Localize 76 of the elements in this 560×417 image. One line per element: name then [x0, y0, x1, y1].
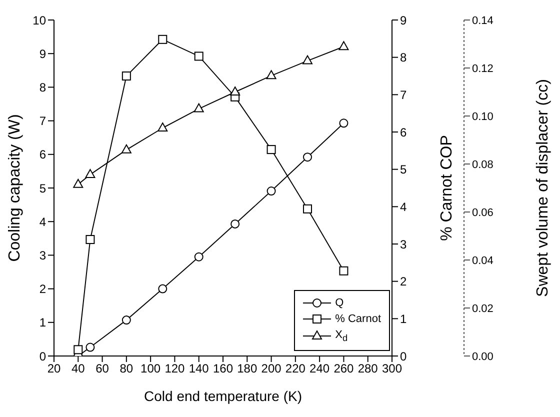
y-axis-title: Cooling capacity (W) [6, 114, 24, 262]
point [158, 284, 168, 294]
y3-tick-label: 0.02 [472, 302, 494, 315]
point [158, 34, 168, 44]
y3-tick-label: 0.06 [472, 206, 494, 219]
x-tick-label: 200 [261, 362, 282, 376]
y2-tick-label: 3 [400, 237, 407, 252]
x-tick-label: 20 [47, 362, 61, 376]
y2-tick-label: 4 [400, 200, 407, 214]
x-tick-label: 80 [120, 362, 134, 376]
y2-tick-label: 8 [400, 50, 407, 65]
point [303, 152, 312, 162]
x-tick-label: 300 [382, 362, 402, 376]
y3-axis-title: Swept volume of displacer (cc) [534, 79, 552, 297]
point [194, 252, 204, 262]
x-axis-title: Cold end temperature (K) [144, 388, 302, 404]
x-tick-label: 220 [285, 362, 306, 376]
y3-tick-label: 0.12 [472, 62, 494, 75]
legend-label: Q [335, 296, 344, 311]
y3-tick-label: 0.08 [472, 158, 494, 171]
y3-tick-label: 0.14 [472, 14, 494, 27]
point [266, 70, 276, 80]
x-tick-label: 120 [164, 362, 186, 376]
y-tick-label: 5 [39, 181, 46, 196]
point [339, 266, 348, 276]
point [194, 103, 204, 112]
x-tick-label: 100 [140, 362, 161, 376]
point [73, 178, 84, 188]
y-tick-label: 9 [39, 46, 46, 61]
point [266, 186, 276, 196]
x-tick-label: 280 [358, 362, 378, 376]
y2-tick-label: 5 [400, 162, 407, 177]
point [86, 235, 95, 244]
point [122, 316, 131, 325]
x-tick-label: 40 [71, 362, 86, 376]
y-tick-label: 1 [39, 316, 46, 330]
x-tick-label: 180 [237, 362, 258, 376]
y-tick-label: 8 [39, 80, 46, 94]
legend-label: % Carnot [335, 312, 381, 327]
point [74, 345, 83, 354]
point [85, 169, 96, 178]
y2-tick-label: 1 [400, 312, 407, 326]
point [230, 86, 240, 96]
y2-tick-label: 0 [400, 349, 407, 364]
y2-tick-label: 7 [400, 88, 407, 102]
y2-axis-title: % Carnot COP [438, 135, 456, 241]
y-tick-label: 7 [39, 114, 46, 128]
point [266, 145, 276, 154]
point [230, 219, 240, 228]
y-tick-label: 0 [39, 349, 46, 364]
point [194, 52, 204, 61]
point [122, 72, 131, 80]
point [121, 144, 132, 154]
y3-tick-label: 0.10 [472, 110, 494, 123]
y-tick-label: 6 [39, 148, 46, 162]
x-tick-label: 260 [334, 362, 354, 376]
y-tick-label: 10 [32, 13, 46, 28]
point [338, 41, 349, 50]
y3-tick-label: 0.00 [472, 350, 494, 363]
y-tick-label: 3 [39, 248, 46, 262]
x-tick-label: 60 [96, 362, 110, 376]
y2-tick-label: 6 [400, 125, 407, 140]
point [86, 342, 95, 352]
point [303, 204, 312, 214]
point [158, 122, 168, 132]
y-tick-label: 4 [39, 214, 46, 229]
point [339, 118, 348, 128]
y2-tick-label: 2 [400, 274, 407, 289]
point [302, 55, 312, 64]
x-tick-label: 240 [310, 362, 330, 376]
y3-tick-label: 0.04 [472, 254, 494, 267]
y2-tick-label: 9 [400, 13, 407, 28]
x-tick-label: 160 [212, 362, 234, 376]
x-tick-label: 140 [188, 362, 210, 376]
legend-label: X$_{d}$ [335, 328, 348, 345]
y-tick-label: 2 [39, 282, 46, 296]
